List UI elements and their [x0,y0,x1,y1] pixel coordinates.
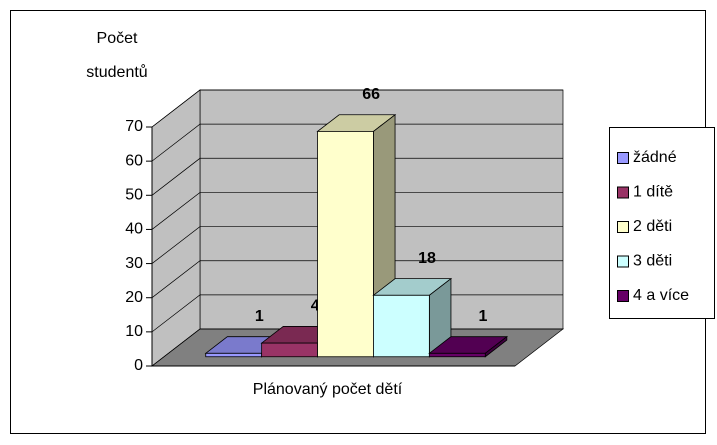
bar [205,352,263,358]
grid-line [151,192,563,230]
y-tick-label: 60 [125,152,143,169]
data-label: 66 [362,86,380,103]
legend-label: 3 děti [633,253,672,270]
side-wall [151,89,201,367]
legend-swatch [617,152,629,164]
bar [317,131,374,358]
y-tick-label: 40 [125,221,143,238]
data-label: 1 [255,308,264,325]
y-tick-label: 50 [125,187,143,204]
legend-label: 4 a více [633,287,689,304]
grid-line [151,157,563,196]
legend-swatch [617,186,629,199]
grid-line [151,260,563,298]
y-tick-label: 20 [125,289,143,306]
legend-label: žádné [633,149,677,166]
y-tick-label: 30 [125,255,143,272]
bar [428,352,486,358]
data-label: 4 [311,298,320,315]
y-axis-label: Počet studentů [86,30,148,81]
data-label: 1 [478,308,487,325]
legend-swatch [617,221,629,233]
legend-label: 2 děti [633,218,672,235]
legend-label: 1 dítě [633,184,673,201]
bar [261,342,318,358]
x-axis-label: Plánovaný počet dětí [253,381,403,398]
data-label: 18 [418,250,436,267]
y-tick-label: 0 [134,357,143,374]
y-tick-label: 70 [125,118,143,135]
grid-line [151,123,563,162]
legend-swatch [617,255,629,268]
y-tick-label: 10 [125,323,143,340]
legend-swatch [617,290,629,302]
grid-line [151,226,563,264]
bar [373,294,430,358]
grid-line [151,89,563,128]
